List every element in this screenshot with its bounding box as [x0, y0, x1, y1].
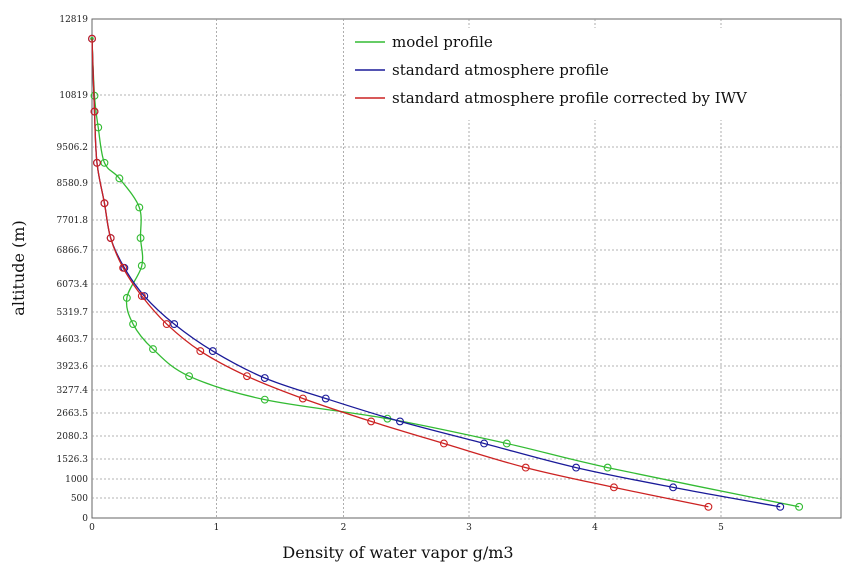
y-tick-label: 7701.8	[57, 216, 89, 226]
y-tick-label: 2663.5	[57, 409, 89, 419]
data-point	[704, 502, 713, 511]
data-point	[521, 463, 530, 472]
data-point	[243, 372, 251, 381]
y-tick-label: 1526.3	[57, 455, 89, 465]
data-point	[603, 463, 612, 472]
data-point	[135, 203, 144, 212]
data-point	[439, 439, 448, 448]
data-point	[396, 417, 404, 426]
y-tick-label: 5319.7	[57, 308, 89, 318]
data-point	[260, 395, 269, 404]
data-point	[149, 345, 157, 354]
x-axis-title: Density of water vapor g/m3	[282, 543, 513, 562]
data-point	[298, 394, 307, 403]
y-tick-label: 2080.3	[57, 432, 89, 442]
data-point	[367, 417, 376, 426]
data-point	[137, 292, 146, 300]
legend: model profile standard atmosphere profil…	[348, 28, 840, 120]
series-line-0	[91, 38, 800, 508]
data-point	[502, 439, 511, 448]
series-group	[88, 34, 804, 511]
y-tick-label: 500	[71, 494, 88, 504]
data-point	[100, 158, 109, 167]
data-point	[572, 463, 581, 472]
y-tick-label: 3277.4	[57, 386, 89, 396]
y-tick-label: 12819	[59, 15, 88, 25]
x-tick-label: 1	[214, 523, 220, 533]
series-line-2	[91, 38, 709, 508]
data-point	[119, 263, 128, 272]
data-point	[93, 158, 101, 167]
data-point	[122, 293, 131, 302]
legend-label-corrected: standard atmosphere profile corrected by…	[392, 89, 748, 107]
y-tick-label: 6866.7	[57, 246, 89, 256]
data-point	[321, 394, 330, 403]
x-tick-label: 0	[89, 523, 95, 533]
data-point	[106, 234, 115, 242]
data-point	[776, 502, 785, 511]
data-point	[480, 439, 489, 448]
legend-label-standard: standard atmosphere profile	[392, 61, 609, 79]
grid	[92, 19, 841, 518]
y-tick-label: 8580.9	[57, 179, 89, 189]
y-tick-label: 9506.2	[57, 143, 89, 153]
x-tick-label: 3	[466, 523, 472, 533]
data-point	[129, 320, 138, 329]
data-point	[669, 483, 678, 492]
x-tick-label: 5	[718, 523, 724, 533]
data-point	[90, 107, 99, 116]
data-point	[196, 347, 205, 356]
x-tick-label: 4	[592, 523, 598, 533]
data-point	[136, 234, 145, 242]
x-tick-label: 2	[341, 523, 347, 533]
y-tick-label: 0	[82, 514, 88, 524]
data-point	[260, 374, 269, 382]
y-axis-title: altitude (m)	[9, 220, 28, 315]
data-point	[137, 261, 146, 270]
legend-label-model: model profile	[392, 33, 493, 51]
y-tick-label: 3923.6	[57, 362, 89, 372]
y-tick-label: 1000	[65, 475, 88, 485]
data-point	[88, 34, 96, 43]
data-point	[609, 483, 618, 492]
data-point	[115, 174, 124, 183]
data-point	[208, 347, 217, 356]
y-tick-label: 4603.7	[57, 335, 89, 345]
y-tick-label: 10819	[59, 91, 88, 101]
data-point	[162, 320, 171, 329]
data-point	[795, 502, 804, 511]
y-tick-label: 6073.4	[57, 280, 89, 290]
legend-box	[348, 28, 840, 120]
ticks-group: 0 1 2 3 4 5 0 500 1000 1526.3 2080.3 2663.5 3277.4 39…	[57, 15, 725, 533]
data-point	[185, 372, 194, 381]
data-point	[100, 199, 109, 208]
data-point	[170, 320, 179, 329]
